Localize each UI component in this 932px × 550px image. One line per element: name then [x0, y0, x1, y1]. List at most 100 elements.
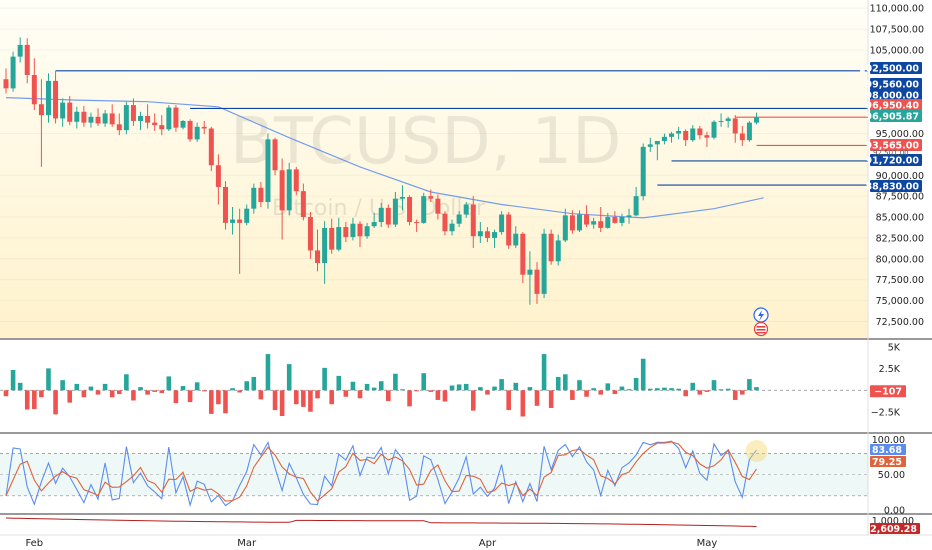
- level-label: 91,720.00: [866, 156, 920, 167]
- candle-body: [180, 120, 186, 128]
- candle-body: [513, 233, 519, 246]
- lightning-icon[interactable]: [753, 307, 769, 323]
- level-badge: [870, 78, 922, 90]
- candle-body: [428, 196, 434, 199]
- price-tick-label: 107,500.00: [870, 25, 924, 36]
- us-flag-icon[interactable]: [753, 321, 769, 337]
- volume-bar: [470, 390, 476, 411]
- candle-body: [506, 214, 512, 246]
- volume-bar: [506, 390, 511, 411]
- candle-body: [371, 222, 377, 227]
- candle-body: [53, 80, 59, 119]
- volume-bar: [244, 381, 250, 391]
- candle-body: [470, 204, 476, 237]
- volume-bar: [230, 388, 235, 391]
- candle-body: [449, 223, 455, 232]
- volume-bar: [527, 387, 533, 391]
- candle-body: [187, 120, 193, 140]
- candle-body: [329, 227, 335, 250]
- volume-bar: [350, 381, 356, 391]
- candle-body: [322, 227, 328, 263]
- volume-bar: [53, 390, 58, 415]
- volume-bar: [598, 390, 604, 395]
- level-badge: [870, 62, 922, 74]
- candle-body: [683, 130, 689, 141]
- candle-body: [194, 126, 200, 140]
- volume-bar: [555, 376, 561, 391]
- candle-body: [690, 128, 696, 141]
- candle-body: [60, 102, 66, 119]
- stoch-pane-background: [0, 434, 868, 514]
- volume-bar: [492, 386, 497, 391]
- candle-body: [442, 213, 448, 232]
- candle-body: [399, 196, 405, 199]
- volume-bar: [577, 380, 582, 391]
- candle-body: [279, 170, 285, 211]
- volume-bar: [428, 390, 434, 392]
- candle-body: [350, 223, 356, 238]
- volume-tick-label: −2.5K: [871, 407, 901, 418]
- candle-body: [357, 223, 363, 237]
- volume-bar: [265, 354, 271, 391]
- volume-bar: [421, 373, 427, 391]
- candle-body: [654, 141, 660, 145]
- volume-bar: [237, 390, 242, 393]
- volume-bar: [732, 390, 738, 400]
- volume-bar: [308, 390, 313, 412]
- volume-bar: [152, 390, 157, 392]
- candle-body: [385, 207, 391, 225]
- volume-current-label: −107: [874, 387, 902, 398]
- volume-bar: [272, 390, 278, 411]
- candle-body: [265, 139, 271, 202]
- volume-bar: [32, 390, 37, 410]
- price-tick-label: 87,500.00: [876, 192, 924, 203]
- volume-bar: [633, 378, 639, 391]
- volume-bar: [74, 383, 80, 391]
- candle-body: [109, 113, 115, 125]
- stoch-k-badge: [870, 444, 906, 455]
- price-tick-label: 80,000.00: [876, 254, 924, 265]
- volume-bar: [201, 390, 207, 392]
- volume-bar: [39, 390, 44, 398]
- volume-bar: [485, 390, 490, 395]
- volume-bar: [718, 389, 724, 391]
- volume-bar: [322, 367, 327, 391]
- candle-body: [555, 240, 561, 262]
- stoch-k-line: [5, 440, 757, 508]
- candle-body: [647, 144, 653, 147]
- price-tick-label: 90,000.00: [876, 171, 924, 182]
- volume-bar: [81, 390, 87, 398]
- candle-body: [88, 116, 94, 123]
- volume-bar: [145, 390, 150, 395]
- candle-body: [669, 133, 675, 137]
- candle-body: [307, 217, 313, 251]
- bottom-current-badge: [870, 523, 920, 534]
- candle-body: [704, 135, 710, 138]
- candle-body: [272, 139, 278, 171]
- stoch-tick-label: 100.00: [872, 435, 905, 446]
- volume-bar: [605, 383, 611, 391]
- level-badge: [870, 139, 922, 151]
- candle-body: [421, 196, 427, 223]
- volume-bar: [329, 390, 334, 405]
- candle-body: [286, 169, 292, 211]
- price-tick-label: 77,500.00: [876, 275, 924, 286]
- volume-bar: [386, 390, 391, 402]
- candle-body: [407, 196, 413, 223]
- volume-bar: [407, 390, 412, 407]
- volume-bar: [449, 385, 455, 391]
- candle-body: [477, 231, 483, 237]
- candle-body: [10, 56, 16, 89]
- candle-body: [116, 124, 122, 131]
- price-tick-label: 75,000.00: [876, 296, 924, 307]
- volume-bar: [442, 390, 448, 402]
- candle-body: [584, 214, 590, 225]
- volume-bar: [612, 390, 618, 395]
- volume-bar: [116, 390, 122, 395]
- time-axis-label: Apr: [479, 538, 497, 549]
- volume-bar: [647, 388, 653, 391]
- candle-body: [676, 130, 682, 134]
- level-label: 93,565.00: [866, 141, 920, 152]
- level-label: 96,950.40: [866, 101, 920, 112]
